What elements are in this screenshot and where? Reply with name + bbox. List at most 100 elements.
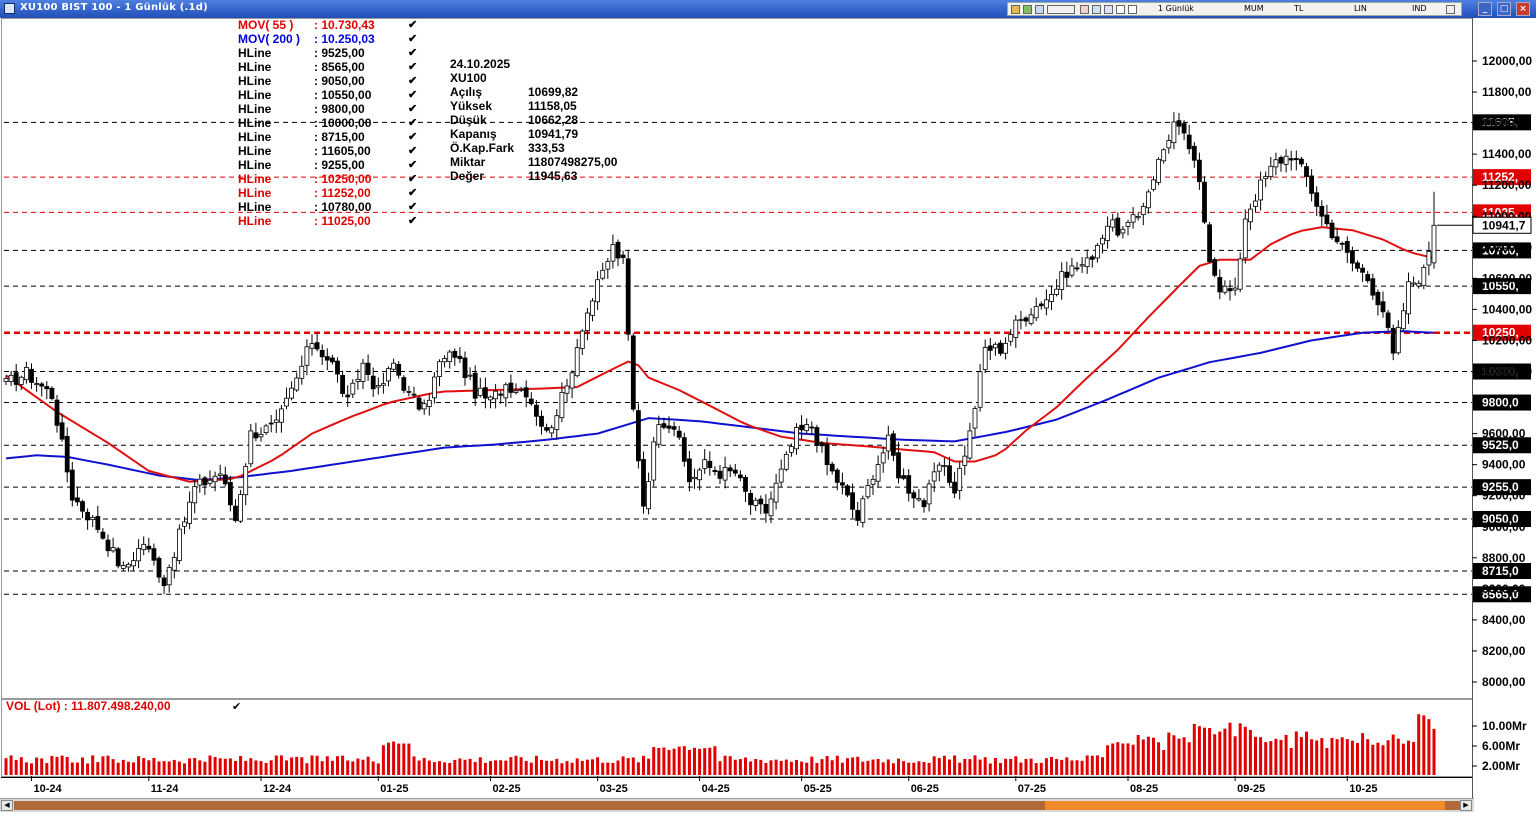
more-icon[interactable] <box>1446 5 1455 14</box>
volume-bar <box>234 760 237 775</box>
scale-button[interactable]: LIN <box>1354 4 1367 13</box>
candle-body <box>595 279 600 303</box>
visible-check-icon[interactable]: ✔ <box>408 131 418 143</box>
volume-bar <box>121 759 125 775</box>
time-scrollbar[interactable]: ◀ ▶ <box>0 798 1474 812</box>
hline-label-box <box>1473 278 1531 295</box>
settings-icon[interactable] <box>1035 5 1044 14</box>
volume-bar <box>381 745 385 775</box>
visible-check-icon[interactable]: ✔ <box>408 47 418 59</box>
candle-body <box>1044 299 1049 309</box>
candle-body <box>936 464 942 472</box>
volume-bar <box>902 761 906 775</box>
candle-body <box>880 452 886 464</box>
visible-check-icon[interactable]: ✔ <box>408 201 418 213</box>
print-icon[interactable] <box>1011 5 1020 14</box>
candle-body <box>1222 285 1228 293</box>
visible-check-icon[interactable]: ✔ <box>408 145 418 157</box>
visible-check-icon[interactable]: ✔ <box>408 159 418 171</box>
volume-bar <box>1085 755 1089 775</box>
visible-check-icon[interactable]: ✔ <box>408 215 418 227</box>
candle-body <box>947 465 952 483</box>
volume-bar <box>1029 758 1033 775</box>
ytick-label: 10200,00 <box>1482 333 1532 347</box>
volume-bar <box>147 760 151 775</box>
visible-check-icon[interactable]: ✔ <box>408 61 418 73</box>
visible-check-icon[interactable]: ✔ <box>408 19 418 31</box>
scroll-right-button[interactable]: ▶ <box>1460 800 1472 811</box>
visible-check-icon[interactable]: ✔ <box>408 173 418 185</box>
volume-bar <box>672 748 676 775</box>
candle-body <box>666 425 672 429</box>
candle-type-button[interactable]: MUM <box>1244 4 1264 13</box>
candle-body <box>824 443 830 465</box>
vol-tick-label: 6.00Mr <box>1482 739 1520 753</box>
volume-bar <box>784 759 788 775</box>
volume-bar <box>1386 740 1390 775</box>
candle-body <box>1018 319 1024 321</box>
currency-button[interactable]: TL <box>1294 4 1304 13</box>
zoom-icon[interactable] <box>1116 5 1125 14</box>
volume-bar <box>907 762 911 775</box>
candle-body <box>763 503 769 514</box>
volume-bar <box>591 759 594 775</box>
pan-icon[interactable] <box>1128 5 1137 14</box>
period-button[interactable]: 1 Günlük <box>1158 4 1194 13</box>
visible-check-icon[interactable]: ✔ <box>408 89 418 101</box>
candle-body <box>197 478 203 486</box>
candle-body <box>1161 149 1167 162</box>
candle-body <box>182 521 187 527</box>
volume-bar <box>96 762 100 775</box>
candle-body <box>1110 219 1116 228</box>
portfolio-icon[interactable] <box>1047 5 1075 14</box>
scroll-track[interactable] <box>14 801 1460 810</box>
scroll-left-button[interactable]: ◀ <box>1 800 13 811</box>
candle-body <box>498 393 504 396</box>
export-icon[interactable] <box>1023 5 1032 14</box>
minimize-button[interactable]: _ <box>1478 2 1492 16</box>
volume-bar <box>662 747 666 775</box>
visible-check-icon[interactable]: ✔ <box>408 103 418 115</box>
price-chart[interactable]: 11605, 11252, 11025, 10780, 10550, 10250, 1000… <box>0 18 1536 798</box>
compare-icon[interactable] <box>1080 5 1089 14</box>
candle-body <box>1334 236 1340 243</box>
candle-body <box>161 577 167 587</box>
candle-body <box>1227 288 1233 292</box>
volume-visible-check-icon[interactable]: ✔ <box>232 700 242 713</box>
draw-line-icon[interactable] <box>1092 5 1101 14</box>
candle-body <box>891 433 896 456</box>
close-button[interactable]: × <box>1516 2 1530 16</box>
last-price-label: 10941,7 <box>1482 218 1526 232</box>
volume-bar <box>320 761 324 775</box>
quote-value: 10699,82 <box>528 85 579 99</box>
indicator-name: HLine <box>238 46 272 60</box>
maximize-button[interactable]: □ <box>1497 2 1511 16</box>
candle-body <box>789 446 794 453</box>
volume-bar <box>106 755 110 775</box>
volume-bar <box>392 741 396 775</box>
candle-body <box>942 465 947 468</box>
volume-bar <box>682 746 686 775</box>
drawing-tools-icon[interactable] <box>1104 5 1113 14</box>
indicator-value: : 11025,00 <box>314 214 371 228</box>
volume-bar <box>473 761 477 775</box>
indicator-name: HLine <box>238 172 272 186</box>
window-menu-icon[interactable] <box>4 3 15 14</box>
visible-check-icon[interactable]: ✔ <box>408 117 418 129</box>
candle-body <box>1125 221 1131 227</box>
volume-bar <box>177 761 181 775</box>
indicator-button[interactable]: IND <box>1412 4 1427 13</box>
candle-body <box>156 557 162 578</box>
volume-bar <box>524 760 528 775</box>
visible-check-icon[interactable]: ✔ <box>408 33 418 45</box>
volume-bar <box>846 758 849 775</box>
volume-bar <box>876 758 880 775</box>
candle-body <box>962 455 968 466</box>
volume-bar <box>871 759 875 775</box>
volume-bar <box>815 762 819 775</box>
visible-check-icon[interactable]: ✔ <box>408 187 418 199</box>
volume-bar <box>861 761 865 775</box>
scroll-thumb[interactable] <box>1045 801 1445 810</box>
volume-bar <box>70 762 74 775</box>
visible-check-icon[interactable]: ✔ <box>408 75 418 87</box>
